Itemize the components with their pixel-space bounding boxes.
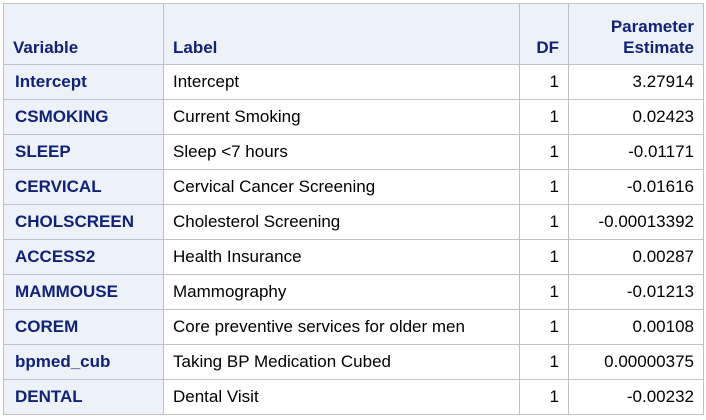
label-cell: Cervical Cancer Screening [163, 169, 520, 205]
parameter-estimate-cell: -0.01213 [568, 274, 704, 310]
df-cell: 1 [519, 204, 569, 240]
table-row: CSMOKING Current Smoking 1 0.02423 [3, 99, 704, 135]
table-row: SLEEP Sleep <7 hours 1 -0.01171 [3, 134, 704, 170]
variable-cell: ACCESS2 [3, 239, 164, 275]
variable-cell: Intercept [3, 64, 164, 100]
column-header-variable: Variable [3, 3, 164, 65]
df-cell: 1 [519, 379, 569, 415]
parameter-estimate-cell: 0.00108 [568, 309, 704, 345]
df-cell: 1 [519, 64, 569, 100]
variable-cell: CSMOKING [3, 99, 164, 135]
variable-cell: COREM [3, 309, 164, 345]
table-header-row: Variable Label DF Parameter Estimate [3, 3, 704, 65]
table-row: MAMMOUSE Mammography 1 -0.01213 [3, 274, 704, 310]
table-body: Intercept Intercept 1 3.27914 CSMOKING Curren… [3, 64, 704, 415]
label-cell: Current Smoking [163, 99, 520, 135]
table-row: bpmed_cub Taking BP Medication Cubed 1 0.00… [3, 344, 704, 380]
variable-cell: CERVICAL [3, 169, 164, 205]
parameter-estimate-cell: 0.00287 [568, 239, 704, 275]
variable-cell: DENTAL [3, 379, 164, 415]
table-row: ACCESS2 Health Insurance 1 0.00287 [3, 239, 704, 275]
parameter-estimate-cell: -0.01171 [568, 134, 704, 170]
parameter-estimate-cell: 0.02423 [568, 99, 704, 135]
table-row: COREM Core preventive services for older … [3, 309, 704, 345]
df-cell: 1 [519, 344, 569, 380]
parameter-estimate-cell: -0.00013392 [568, 204, 704, 240]
label-cell: Cholesterol Screening [163, 204, 520, 240]
label-cell: Taking BP Medication Cubed [163, 344, 520, 380]
column-header-estimate-line1: Parameter [610, 17, 694, 36]
label-cell: Core preventive services for older men [163, 309, 520, 345]
variable-cell: MAMMOUSE [3, 274, 164, 310]
column-header-parameter-estimate: Parameter Estimate [568, 3, 704, 65]
variable-cell: bpmed_cub [3, 344, 164, 380]
df-cell: 1 [519, 169, 569, 205]
table-row: CERVICAL Cervical Cancer Screening 1 -0.016… [3, 169, 704, 205]
label-cell: Intercept [163, 64, 520, 100]
df-cell: 1 [519, 134, 569, 170]
parameter-estimates-table-container: Variable Label DF Parameter Estimate Int… [3, 3, 704, 415]
variable-cell: CHOLSCREEN [3, 204, 164, 240]
parameter-estimate-cell: 3.27914 [568, 64, 704, 100]
parameter-estimates-table: Variable Label DF Parameter Estimate Int… [3, 3, 704, 415]
df-cell: 1 [519, 99, 569, 135]
parameter-estimate-cell: 0.00000375 [568, 344, 704, 380]
label-cell: Dental Visit [163, 379, 520, 415]
df-cell: 1 [519, 274, 569, 310]
column-header-df: DF [519, 3, 569, 65]
df-cell: 1 [519, 239, 569, 275]
label-cell: Health Insurance [163, 239, 520, 275]
column-header-estimate-line2: Estimate [623, 38, 694, 57]
df-cell: 1 [519, 309, 569, 345]
label-cell: Sleep <7 hours [163, 134, 520, 170]
parameter-estimate-cell: -0.01616 [568, 169, 704, 205]
table-row: DENTAL Dental Visit 1 -0.00232 [3, 379, 704, 415]
variable-cell: SLEEP [3, 134, 164, 170]
table-row: CHOLSCREEN Cholesterol Screening 1 -0.00013… [3, 204, 704, 240]
label-cell: Mammography [163, 274, 520, 310]
parameter-estimate-cell: -0.00232 [568, 379, 704, 415]
column-header-label: Label [163, 3, 520, 65]
table-row: Intercept Intercept 1 3.27914 [3, 64, 704, 100]
